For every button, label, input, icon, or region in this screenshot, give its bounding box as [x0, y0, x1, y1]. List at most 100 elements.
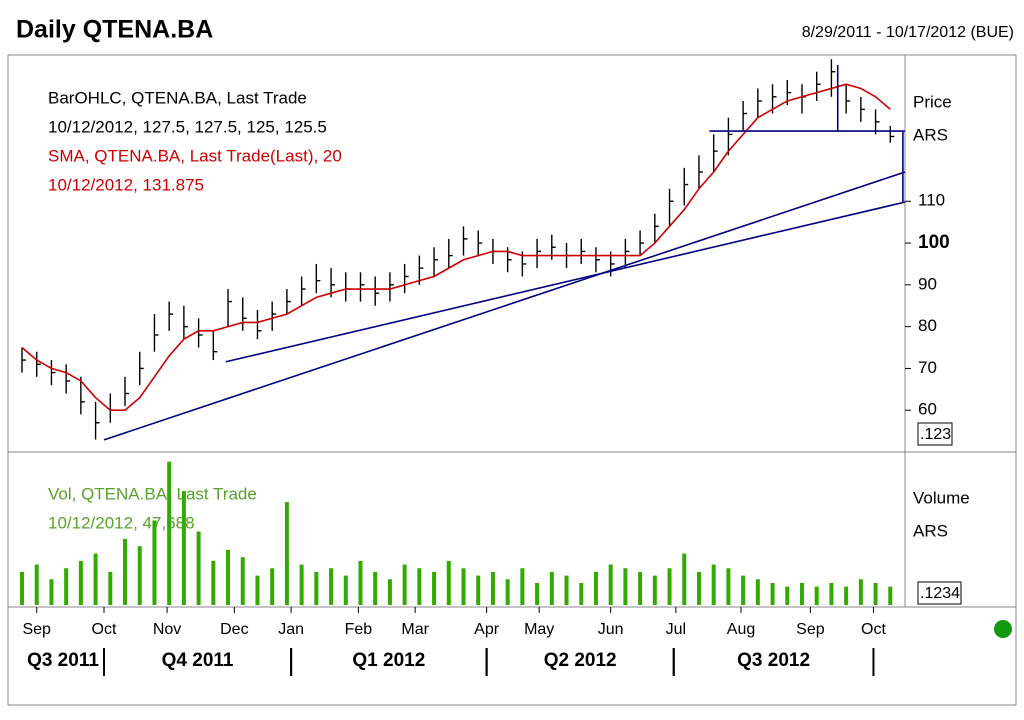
quarter-label: Q3 2012 — [737, 650, 810, 671]
volume-bar — [417, 568, 422, 605]
volume-legend-text: 10/12/2012, 47,688 — [48, 513, 195, 532]
volume-bar — [696, 571, 701, 605]
volume-bar — [667, 568, 672, 605]
volume-bar — [343, 575, 348, 605]
volume-bar — [829, 582, 834, 605]
volume-bar — [432, 571, 437, 605]
volume-bar — [476, 575, 481, 605]
legend-text: BarOHLC, QTENA.BA, Last Trade — [48, 88, 307, 107]
value-box — [917, 581, 962, 605]
y-tick-label: 60 — [918, 400, 937, 419]
status-dot — [994, 620, 1012, 638]
x-tick-label: May — [524, 621, 554, 638]
volume-bar — [564, 575, 569, 605]
frame — [7, 54, 1017, 706]
quarter-label: Q2 2012 — [544, 650, 617, 671]
volume-bar — [505, 579, 510, 605]
volume-bar — [93, 553, 98, 605]
quarter-label: Q1 2012 — [352, 650, 425, 671]
x-tick-label: Sep — [796, 621, 825, 638]
volume-bar — [387, 579, 392, 605]
date-range: 8/29/2011 - 10/17/2012 (BUE) — [802, 24, 1014, 41]
y-tick-label: 100 — [918, 232, 950, 253]
volume-bar — [770, 582, 775, 605]
volume-bar — [270, 568, 275, 605]
quarter-label: Q4 2011 — [162, 650, 234, 671]
volume-bar — [211, 560, 216, 605]
volume-bar — [196, 531, 201, 605]
volume-bar — [726, 568, 731, 605]
x-tick-label: Jul — [666, 621, 686, 638]
legend-text: 10/12/2012, 127.5, 127.5, 125, 125.5 — [48, 117, 327, 136]
volume-bar — [844, 586, 849, 605]
value-box-label: .123 — [920, 426, 951, 443]
volume-bar — [64, 568, 69, 605]
x-tick-label: Mar — [401, 621, 429, 638]
quarter-label: Q3 2011 — [27, 650, 99, 671]
trendline — [103, 171, 906, 441]
chart-title: Daily QTENA.BA — [16, 16, 213, 44]
volume-bar — [167, 461, 172, 605]
volume-bar — [226, 549, 231, 605]
x-tick-label: Apr — [474, 621, 500, 638]
volume-bar — [873, 582, 878, 605]
x-tick-label: Sep — [22, 621, 51, 638]
x-tick-label: Dec — [220, 621, 248, 638]
x-tick-label: Nov — [153, 621, 181, 638]
volume-bar — [814, 586, 819, 605]
volume-bar — [638, 571, 643, 605]
volume-bar — [711, 564, 716, 605]
volume-bar — [329, 568, 334, 605]
volume-bar — [799, 582, 804, 605]
volume-bar — [623, 568, 628, 605]
volume-bar — [34, 564, 39, 605]
volume-bar — [152, 520, 157, 605]
y-tick-label: 70 — [918, 358, 937, 377]
volume-bar — [123, 538, 128, 605]
price-axis-label: Price — [913, 92, 952, 111]
trendline — [225, 201, 906, 363]
y-tick-label: 90 — [918, 274, 937, 293]
volume-bar — [608, 564, 613, 605]
x-tick-label: Aug — [727, 621, 755, 638]
volume-axis-label: Volume — [913, 488, 970, 507]
volume-bar — [888, 586, 893, 605]
legend-text: SMA, QTENA.BA, Last Trade(Last), 20 — [48, 146, 342, 165]
volume-bar — [314, 571, 319, 605]
volume-bar — [20, 571, 24, 605]
x-tick-label: Jan — [278, 621, 304, 638]
volume-bar — [49, 579, 54, 605]
volume-bar — [549, 571, 554, 605]
x-tick-label: Jun — [598, 621, 624, 638]
volume-bar — [181, 491, 186, 605]
legend-text: 10/12/2012, 131.875 — [48, 175, 204, 194]
x-tick-label: Oct — [92, 621, 117, 638]
volume-legend-text: Vol, QTENA.BA, Last Trade — [48, 484, 257, 503]
volume-bar — [402, 564, 407, 605]
volume-bar — [755, 579, 760, 605]
volume-bar — [240, 557, 245, 605]
volume-bar — [358, 560, 363, 605]
volume-bar — [741, 575, 746, 605]
volume-bar — [373, 571, 378, 605]
volume-bar — [785, 586, 790, 605]
volume-bar — [858, 579, 863, 605]
volume-bar — [579, 582, 584, 605]
volume-bar — [108, 571, 113, 605]
y-tick-label: 80 — [918, 316, 937, 335]
price-axis-label: ARS — [913, 125, 948, 144]
y-tick-label: 110 — [918, 191, 945, 210]
volume-bar — [137, 546, 142, 605]
volume-bar — [652, 575, 657, 605]
volume-bar — [593, 571, 598, 605]
volume-bar — [299, 564, 304, 605]
volume-bar — [446, 560, 451, 605]
volume-bar — [284, 502, 289, 605]
volume-bar — [520, 568, 525, 605]
x-tick-label: Oct — [861, 621, 886, 638]
volume-axis-label: ARS — [913, 521, 948, 540]
volume-bar — [461, 568, 466, 605]
value-box — [917, 422, 953, 446]
